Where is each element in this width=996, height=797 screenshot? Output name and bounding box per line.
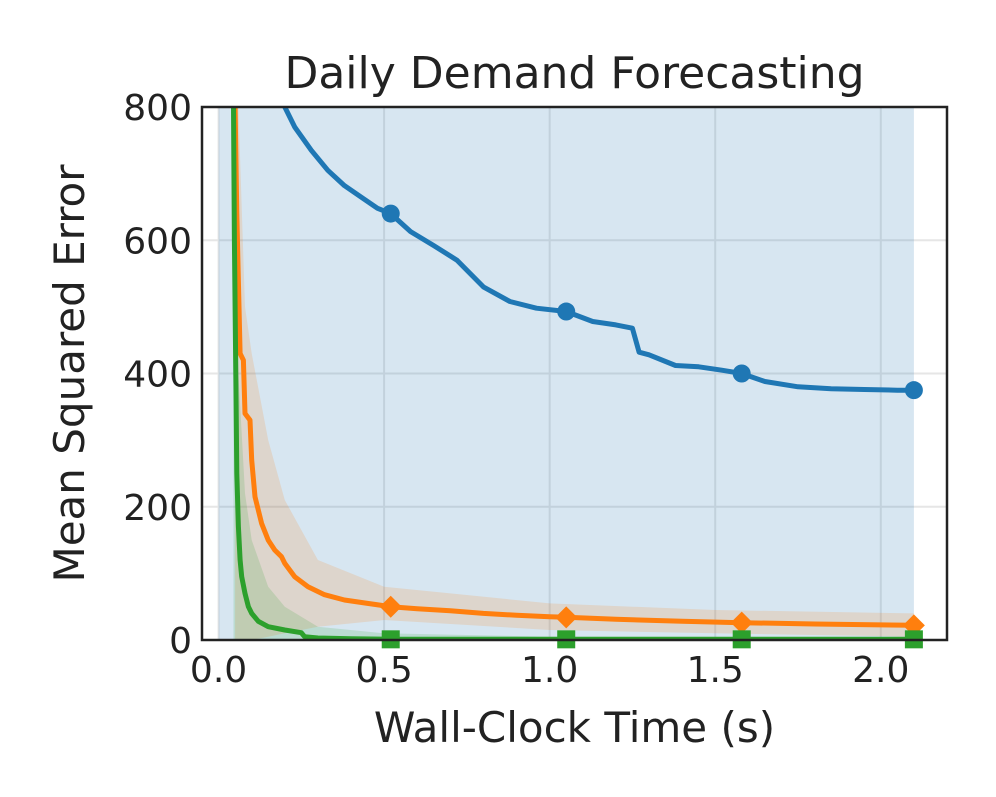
series-marker-0	[557, 302, 576, 321]
y-axis-label: Mean Squared Error	[45, 164, 94, 583]
x-tick-label: 0.5	[355, 650, 412, 691]
x-tick-label: 0.0	[190, 650, 247, 691]
y-tick-label: 200	[123, 488, 192, 529]
x-tick-label: 1.0	[521, 650, 578, 691]
tick-labels: 0.0 0.5 1.0 1.5 2.0 0 200 400 600 800	[123, 88, 909, 691]
x-axis-label: Wall-Clock Time (s)	[374, 703, 775, 752]
y-tick-label: 0	[169, 621, 192, 662]
series-marker-1	[379, 595, 402, 618]
confidence-bands	[218, 107, 914, 640]
series-marker-1	[730, 611, 753, 634]
series-marker-0	[381, 204, 400, 223]
y-tick-label: 600	[123, 221, 192, 262]
x-tick-label: 2.0	[852, 650, 909, 691]
series-marker-0	[732, 364, 751, 383]
series-band-0	[218, 107, 914, 640]
series-line-0	[282, 107, 917, 393]
x-tick-label: 1.5	[687, 650, 744, 691]
plot-frame	[200, 105, 949, 642]
chart-title: Daily Demand Forecasting	[284, 48, 864, 99]
series-band-1	[235, 107, 914, 640]
y-tick-label: 800	[123, 88, 192, 129]
y-tick-label: 400	[123, 355, 192, 396]
series-marker-1	[555, 606, 578, 629]
series-marker-0	[904, 381, 923, 400]
